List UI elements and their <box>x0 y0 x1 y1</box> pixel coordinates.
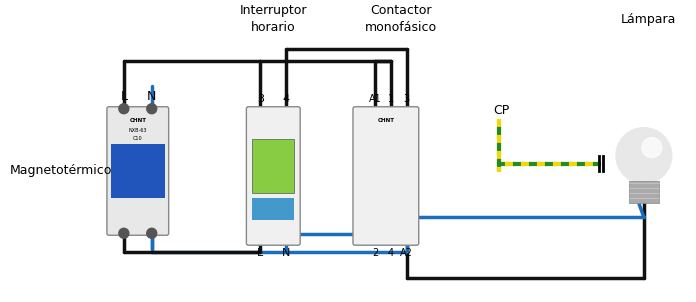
Text: Lámpara: Lámpara <box>621 13 677 26</box>
Bar <box>629 182 659 203</box>
Text: CP: CP <box>493 104 509 117</box>
Circle shape <box>119 104 129 114</box>
Text: L: L <box>258 248 264 258</box>
Bar <box>111 143 165 198</box>
Text: CHNT: CHNT <box>129 118 146 123</box>
Text: 1: 1 <box>388 94 394 104</box>
Text: 3: 3 <box>404 94 410 104</box>
Text: Contactor
monofásico: Contactor monofásico <box>365 4 437 34</box>
Text: 4: 4 <box>388 248 394 258</box>
Bar <box>253 139 294 193</box>
Text: NXB-63: NXB-63 <box>129 128 147 133</box>
Text: CHNT: CHNT <box>377 118 395 123</box>
FancyBboxPatch shape <box>107 107 168 235</box>
Bar <box>253 198 294 220</box>
Circle shape <box>147 228 157 238</box>
Circle shape <box>119 228 129 238</box>
Circle shape <box>616 128 672 183</box>
Text: C10: C10 <box>133 136 143 141</box>
Text: L: L <box>120 90 127 103</box>
Text: 2: 2 <box>372 248 378 258</box>
Text: A1: A1 <box>368 94 381 104</box>
FancyBboxPatch shape <box>246 107 300 245</box>
Circle shape <box>147 104 157 114</box>
Text: Magnetotérmico: Magnetotérmico <box>9 165 111 178</box>
Text: Interruptor
horario: Interruptor horario <box>239 4 307 34</box>
Text: 4: 4 <box>283 94 290 104</box>
Text: N: N <box>282 248 290 258</box>
Text: 3: 3 <box>257 94 264 104</box>
FancyBboxPatch shape <box>353 107 419 245</box>
Text: N: N <box>147 90 157 103</box>
Text: A2: A2 <box>400 248 413 258</box>
Circle shape <box>642 138 662 158</box>
